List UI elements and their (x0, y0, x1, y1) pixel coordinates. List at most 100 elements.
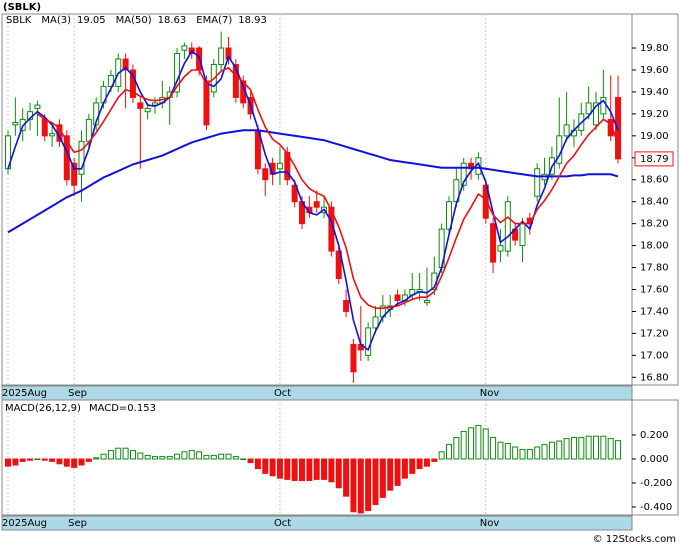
macd-bar (56, 458, 63, 465)
macd-bar (100, 453, 107, 460)
candle-body (593, 102, 599, 126)
last-price-box (634, 151, 674, 167)
candle-body (365, 327, 372, 356)
macd-bar (306, 458, 313, 482)
y-tick-label: 0.000 (640, 454, 669, 465)
macd-bar (144, 454, 151, 460)
x-tick-label: Nov (480, 388, 500, 399)
candle-body (534, 168, 541, 197)
macd-bar (578, 436, 585, 460)
macd-bar (526, 448, 533, 460)
macd-bar (291, 458, 298, 482)
x-tick-label: Oct (274, 388, 291, 399)
macd-bar (534, 446, 541, 460)
y-tick-label: 18.00 (640, 241, 669, 252)
macd-bar (34, 458, 41, 460)
date-band (1, 515, 633, 531)
macd-bar (269, 458, 276, 477)
macd-bar (115, 447, 122, 460)
candle-body (313, 201, 320, 208)
plot-frame (1, 399, 679, 516)
macd-bar (409, 458, 416, 474)
candle-body (615, 96, 622, 160)
macd-bar (387, 458, 394, 491)
macd-bar (262, 458, 269, 474)
y-tick-label: 19.80 (640, 43, 669, 54)
macd-bar (482, 428, 489, 460)
x-tick-label: Sep (68, 388, 87, 399)
y-tick-label: 18.20 (640, 219, 669, 230)
last-price: 18.79 (640, 154, 669, 165)
macd-bar (468, 427, 475, 460)
footer: © 12Stocks.com (593, 534, 676, 545)
macd-bar (328, 458, 335, 483)
legend-title: SBLK (6, 15, 32, 26)
macd-bar (490, 436, 497, 460)
candle-body (144, 107, 151, 113)
macd-bar (188, 450, 195, 460)
legend-name: MA(3) (41, 15, 71, 26)
macd-bar (284, 458, 291, 480)
legend-value: 19.05 (77, 15, 106, 26)
macd-bar (299, 458, 305, 482)
macd-bar (401, 458, 408, 479)
candle-body (174, 53, 181, 93)
macd-bar (379, 458, 386, 498)
candle-body (497, 245, 504, 252)
macd-bar (519, 448, 526, 460)
candle-body (446, 201, 452, 230)
macd-bar (593, 435, 599, 460)
candle-body (41, 118, 48, 137)
macd-bar (19, 458, 26, 462)
candle-body (232, 63, 239, 98)
macd-bar (78, 458, 85, 466)
candle-body (137, 102, 144, 109)
candle-body (276, 162, 283, 170)
macd-bar (475, 424, 482, 460)
macd-bar (350, 458, 357, 513)
macd-bar (541, 444, 548, 460)
x-tick-label: Nov (480, 518, 500, 529)
macd-bar (63, 458, 70, 467)
candle-body (107, 74, 114, 87)
macd-bar (41, 458, 48, 461)
macd-bar (122, 447, 129, 460)
candle-body (78, 140, 85, 175)
y-tick-label: 19.40 (640, 87, 669, 98)
macd-bar (556, 440, 563, 460)
macd-bar (137, 452, 144, 460)
macd-bar (5, 458, 11, 467)
candle-body (181, 45, 188, 51)
macd-bar (93, 457, 100, 460)
macd-bar (225, 453, 232, 460)
macd-bar (585, 435, 592, 460)
macd-bar (446, 444, 452, 460)
candle-body (350, 343, 357, 373)
candle-body (423, 299, 430, 304)
macd-bar (166, 456, 173, 460)
macd-bar (232, 456, 239, 460)
candle-body (218, 47, 225, 65)
macd-bar (12, 458, 19, 466)
candle-body (152, 102, 158, 106)
x-tick-label: Sep (68, 518, 87, 529)
ma-line (7, 129, 619, 234)
macd-bar (504, 442, 511, 460)
candle-body (34, 104, 41, 109)
y-tick-label: 18.40 (640, 197, 669, 208)
y-tick-label: 17.00 (640, 350, 669, 361)
macd-bar (276, 458, 283, 479)
candle-body (291, 184, 298, 203)
candle-body (607, 118, 614, 137)
macd-bar (607, 438, 614, 460)
candle-body (122, 58, 129, 71)
macd-bar (497, 441, 504, 460)
candle-body (262, 168, 269, 181)
candle-body (85, 118, 92, 142)
macd-bar (570, 436, 577, 460)
ma-line (7, 50, 619, 352)
macd-bar (203, 454, 210, 460)
macd-bar (423, 458, 430, 467)
legend-name: EMA(7) (196, 15, 232, 26)
